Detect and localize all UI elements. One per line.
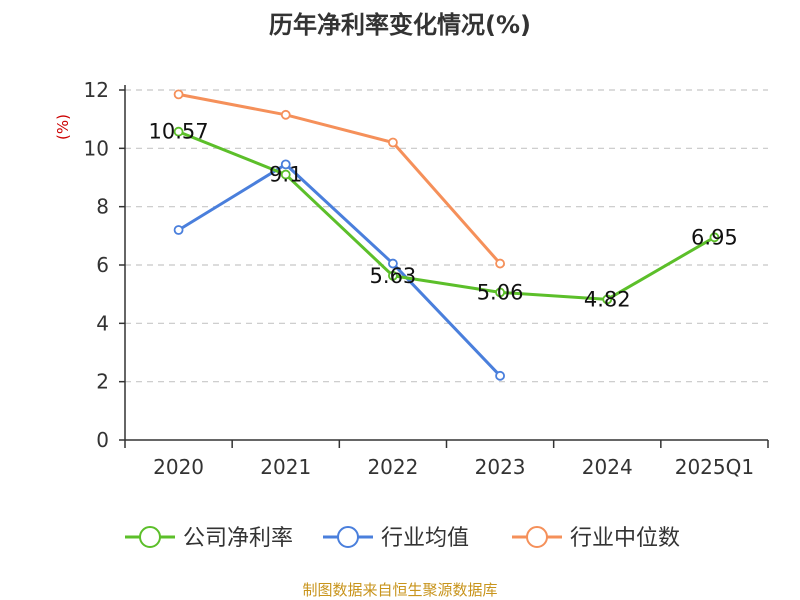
data-point-2: [280, 109, 291, 120]
data-label: 5.06: [477, 280, 524, 304]
legend-label: 行业中位数: [570, 526, 680, 551]
legend-marker-0: [139, 526, 161, 548]
data-point-1: [173, 225, 184, 235]
x-tick-label: 2020: [153, 455, 204, 479]
series-line-1: [177, 162, 502, 377]
data-point-1: [280, 159, 291, 170]
grid-lines: [125, 89, 768, 383]
series-line-0: [178, 130, 716, 301]
x-tick-label: 2021: [260, 455, 311, 479]
legend-label: 公司净利率: [183, 526, 293, 551]
y-tick-label: 8: [96, 195, 109, 219]
data-labels: 10.57 9.1 5.63 5.06 4.82 6.95: [149, 120, 738, 312]
x-tick-label: 2024: [582, 455, 633, 479]
data-point-1: [495, 370, 505, 381]
data-label: 5.63: [370, 264, 417, 288]
y-tick-label: 6: [96, 253, 109, 277]
data-point-0: [495, 287, 505, 298]
axes: 0 2 4 6 8 10 12 2020 2021 2022 2023 2024 2025Q1: [84, 78, 769, 479]
legend-label: 行业均值: [381, 526, 469, 551]
data-label: 4.82: [584, 287, 631, 311]
series-line-2: [178, 92, 502, 265]
data-point-2: [495, 258, 505, 269]
data-point-0: [602, 294, 613, 305]
data-point-0: [388, 270, 398, 281]
y-tick-label: 12: [84, 78, 109, 102]
data-point-1: [388, 258, 398, 269]
data-point-2: [388, 137, 398, 148]
x-tick-label: 2022: [367, 455, 418, 479]
data-label: 6.95: [691, 225, 738, 249]
data-point-0: [280, 169, 291, 180]
legend-marker-2: [526, 526, 548, 548]
source-note: 制图数据来自恒生聚源数据库: [302, 581, 497, 599]
data-point-0: [173, 126, 184, 137]
chart-title: 历年净利率变化情况(%): [269, 11, 531, 39]
data-point-0: [709, 232, 720, 243]
data-label: 9.1: [269, 163, 302, 187]
data-point-2: [173, 89, 184, 100]
x-tick-label: 2023: [475, 455, 526, 479]
y-tick-label: 10: [84, 136, 109, 160]
y-tick-label: 2: [96, 370, 109, 394]
x-tick-label: 2025Q1: [675, 455, 754, 479]
series-lines: [173, 89, 720, 381]
data-label: 10.57: [149, 120, 209, 144]
y-tick-label: 4: [96, 311, 109, 335]
legend: 公司净利率 行业均值 行业中位数: [125, 526, 680, 551]
y-axis-label: (%): [54, 114, 72, 140]
legend-marker-1: [337, 526, 359, 548]
y-tick-label: 0: [96, 428, 109, 452]
